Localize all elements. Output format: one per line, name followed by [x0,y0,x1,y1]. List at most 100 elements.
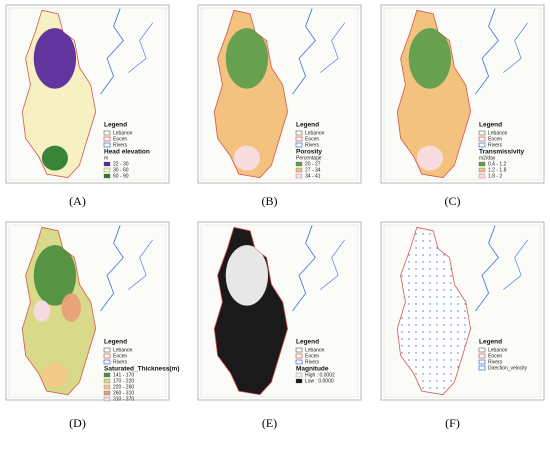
velocity-arrow [401,324,403,326]
velocity-arrow [429,240,431,242]
velocity-arrow [429,380,431,382]
legend-title: Legend [479,339,502,346]
river [503,22,528,73]
velocity-arrow [450,310,452,312]
velocity-arrow [415,324,417,326]
legend-symbol [295,359,303,365]
velocity-arrow [436,310,438,312]
velocity-arrow [408,331,410,333]
velocity-arrow [429,247,431,249]
legend-item: Direction_velocity [488,365,528,371]
velocity-arrow [436,303,438,305]
velocity-arrow [415,373,417,375]
legend-class: 310 - 370 [113,396,134,402]
velocity-arrow [436,380,438,382]
velocity-arrow [415,359,417,361]
legend-swatch [103,378,111,384]
legend-symbol [478,142,486,148]
panel-label: (E) [262,416,277,430]
legend-symbol [478,136,486,142]
velocity-arrow [436,317,438,319]
legend-subtitle: Head elevation [104,149,150,156]
velocity-arrow [436,261,438,263]
river [128,239,153,290]
velocity-arrow [457,317,459,319]
velocity-arrow [422,317,424,319]
legend-swatch [478,161,486,167]
map-panel: LegendLebanonEocenRiversSaturated_Thickn… [5,221,180,402]
velocity-arrow [436,359,438,361]
legend-class: 30 - 60 [113,167,129,173]
legend-title: Legend [296,339,319,346]
river [292,8,316,95]
legend-class: 1.2 - 1.8 [488,167,507,173]
zone [33,28,77,89]
velocity-arrow [422,373,424,375]
velocity-arrow [436,352,438,354]
velocity-arrow [422,303,424,305]
river [503,239,528,290]
velocity-arrow [422,282,424,284]
velocity-arrow [457,345,459,347]
velocity-arrow [408,345,410,347]
legend-class: 260 - 310 [113,390,134,396]
velocity-arrow [422,233,424,235]
velocity-arrow [415,338,417,340]
panel-label: (F) [445,416,460,430]
river [475,225,499,312]
map-panel: LegendLebanonEocenRiversDirection_veloci… [380,221,545,401]
velocity-arrow [408,296,410,298]
velocity-arrow [450,373,452,375]
legend-class: Low : 0.0000 [305,378,334,384]
legend-subtitle: Magnitude [296,366,329,373]
legend-subtitle: Saturated_Thickness(m) [104,366,180,373]
velocity-arrow [464,310,466,312]
velocity-arrow [415,254,417,256]
velocity-arrow [415,240,417,242]
velocity-arrow [436,338,438,340]
velocity-arrow [464,317,466,319]
velocity-arrow [415,366,417,368]
zone [225,245,269,306]
velocity-arrow [408,303,410,305]
legend-swatch [103,396,111,402]
velocity-arrow [457,352,459,354]
velocity-arrow [422,380,424,382]
zones [225,28,269,171]
velocity-arrow [443,366,445,368]
velocity-arrow [436,247,438,249]
legend-item: Lebanon [488,130,508,136]
velocity-arrow [429,254,431,256]
legend-class: 20 - 27 [305,161,321,167]
zone [61,293,81,322]
velocity-arrow [422,296,424,298]
river [100,8,124,95]
velocity-arrow [450,380,452,382]
legend-item: Lebanon [113,130,133,136]
velocity-arrow [422,331,424,333]
velocity-arrow [415,310,417,312]
velocity-arrow [429,359,431,361]
river [128,22,153,73]
velocity-arrow [457,338,459,340]
legend-swatch [295,372,303,378]
river [292,225,316,312]
velocity-arrow [450,289,452,291]
velocity-arrow [408,317,410,319]
zone [233,145,260,171]
velocity-arrow [415,296,417,298]
velocity-arrow [436,324,438,326]
velocity-arrow [415,275,417,277]
legend-item: Lebanon [305,130,325,136]
velocity-arrow [408,324,410,326]
velocity-arrow [408,268,410,270]
legend-swatch [478,167,486,173]
velocity-arrow [422,261,424,263]
legend-symbol [295,347,303,353]
velocity-arrow [415,282,417,284]
velocity-arrow [408,289,410,291]
velocity-arrow [408,338,410,340]
legend-class: 1.8 - 2 [488,173,502,179]
legend-symbol [103,359,111,365]
